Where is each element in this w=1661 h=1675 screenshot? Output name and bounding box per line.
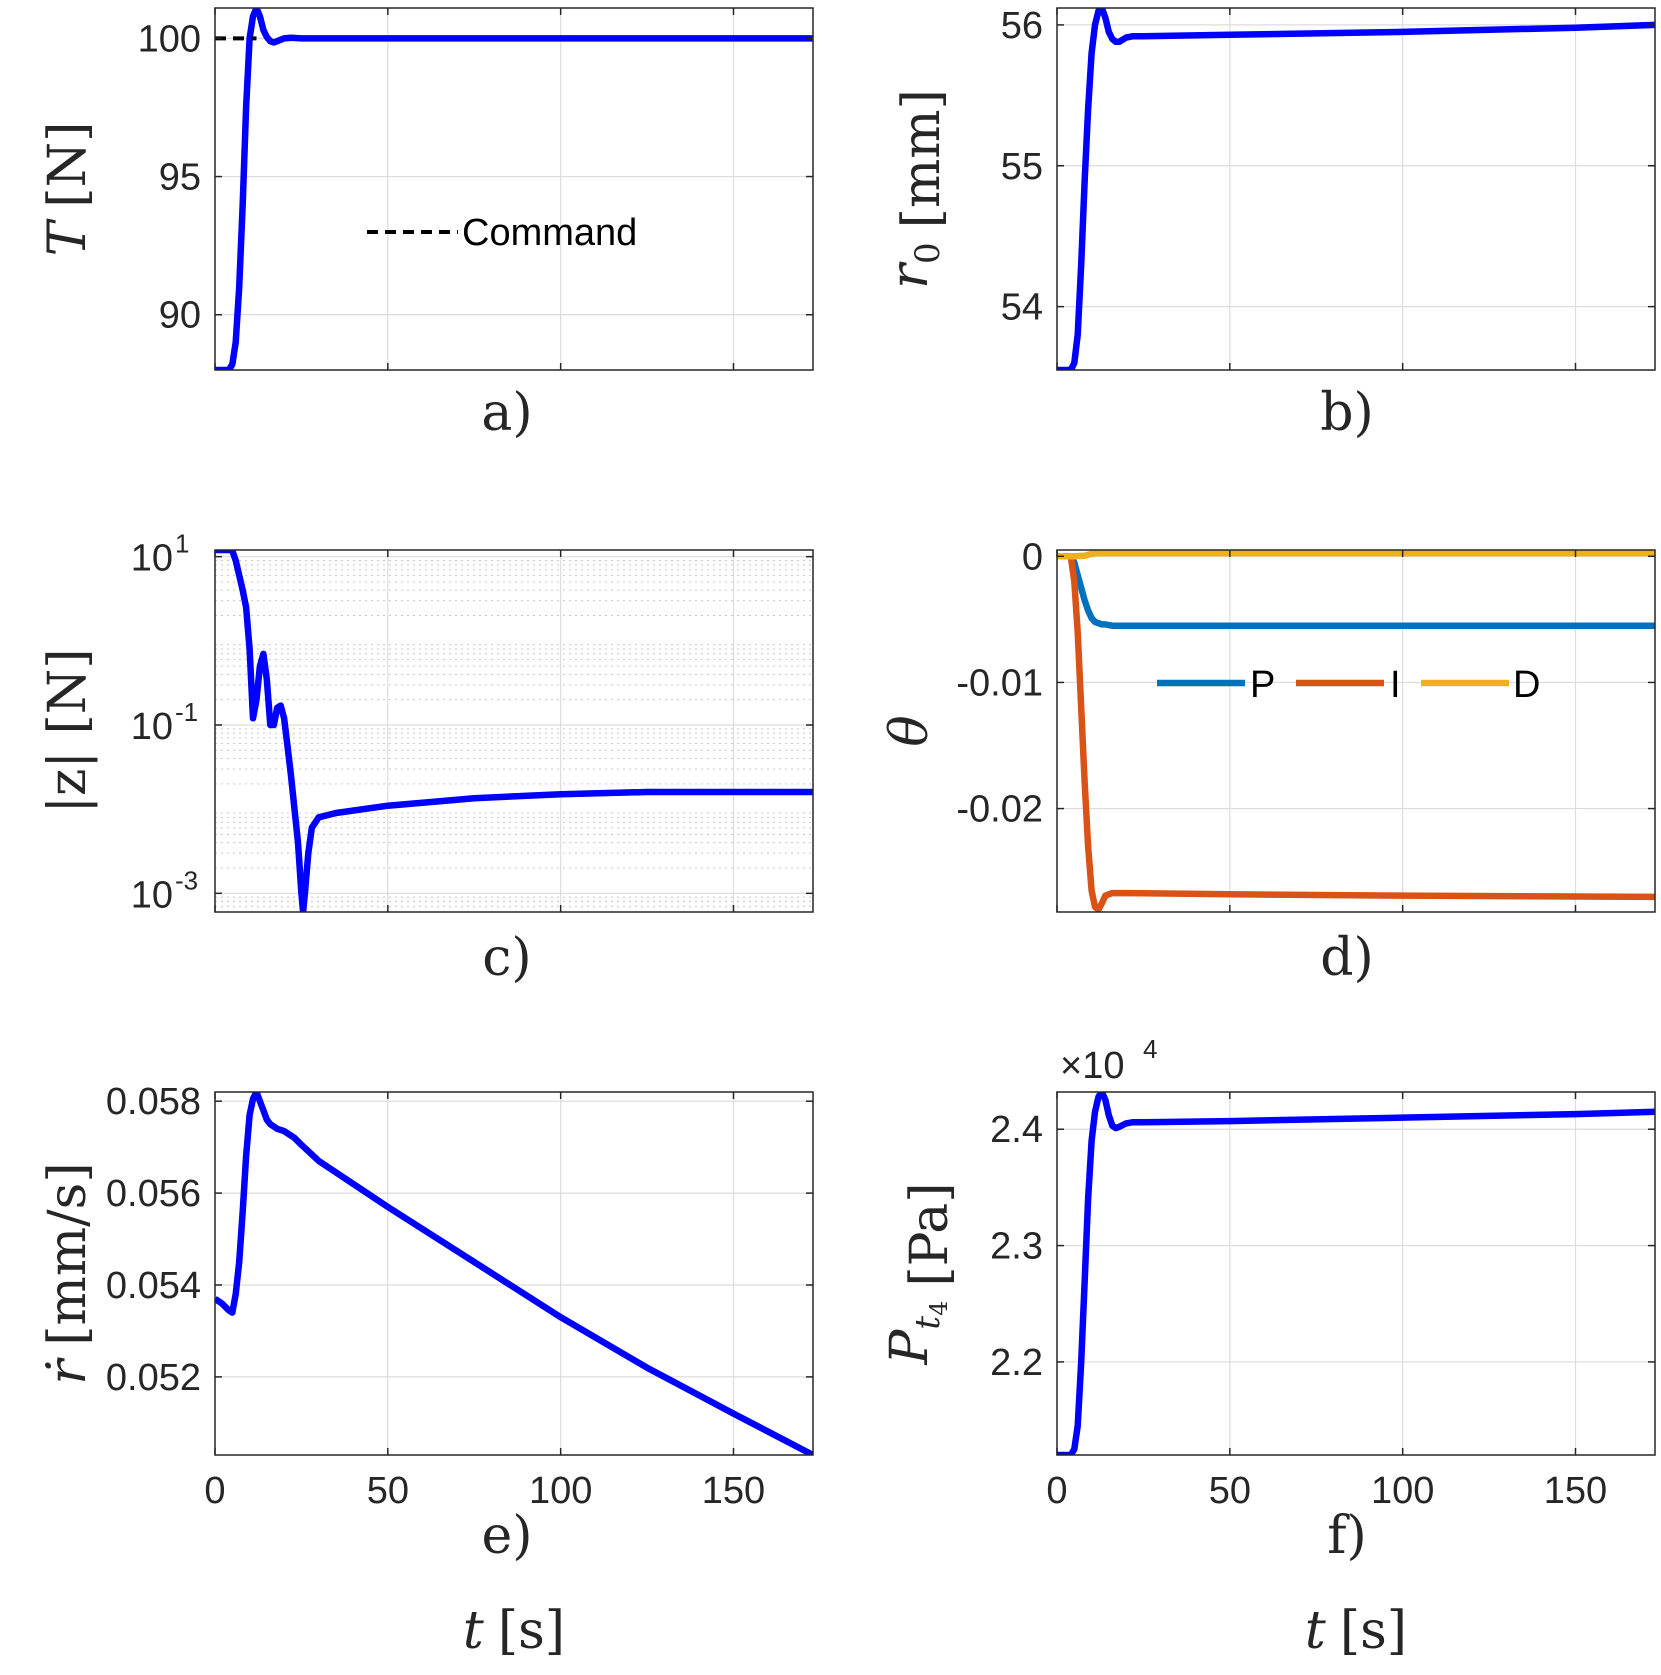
y-axis-label-text: θ <box>880 715 940 746</box>
panel-d: -0.02 -0.01 0 θ d) <box>880 536 1656 988</box>
y-tick-label: 95 <box>159 157 201 199</box>
xlabel-symbol: t <box>463 1601 484 1661</box>
plot-frame <box>214 1091 814 1456</box>
y-tick-exponent: 1 <box>175 529 189 559</box>
panel-caption: b) <box>1320 383 1374 443</box>
series-line-T <box>215 8 813 370</box>
ylabel-symbol: r <box>880 261 940 289</box>
y-tick-label: 2.3 <box>990 1226 1043 1268</box>
x-tick-label: 100 <box>1371 1470 1434 1512</box>
y-tick-label: 56 <box>1001 5 1043 47</box>
y-axis-label: T [N] <box>38 122 98 257</box>
plot-frame <box>214 7 814 371</box>
ylabel-unit: [N] <box>38 122 98 208</box>
x-tick-label: 150 <box>702 1470 765 1512</box>
ylabel-subscript: 0 <box>908 242 948 264</box>
y-tick-label: 0 <box>1022 536 1043 578</box>
y-tick-label: 100 <box>138 18 201 60</box>
y-tick-label: -0.01 <box>956 662 1043 704</box>
panel-c: 10-310-110 1|z| [N]c) <box>38 529 814 988</box>
y-tick-exponent: -3 <box>175 865 198 895</box>
series-line-D <box>1057 550 1655 560</box>
y-axis-label: |z| [N] <box>38 648 98 813</box>
y-axis-label: Pt4 [Pa] <box>880 1182 960 1365</box>
panel-caption: c) <box>482 928 531 988</box>
x-tick-label: 100 <box>529 1470 592 1512</box>
panel-caption: e) <box>481 1506 532 1566</box>
series-line-|z| <box>215 550 813 912</box>
y-tick-label: 0.052 <box>106 1357 201 1399</box>
panel-caption: a) <box>481 383 532 443</box>
legend-a: Command <box>367 212 637 254</box>
y-tick-label: 90 <box>159 295 201 337</box>
ylabel-symbol: T <box>38 218 98 256</box>
plot-frame <box>1056 1091 1656 1456</box>
series-line-I <box>1057 553 1655 912</box>
series-line-P <box>1057 553 1655 629</box>
legend-label-command: Command <box>462 212 637 254</box>
y-multiplier: ×10 <box>1060 1045 1124 1087</box>
y-axis-label-text: r0 [mm] <box>880 89 952 289</box>
y-axis-label: r0 [mm] <box>880 89 952 289</box>
x-tick-label: 50 <box>1209 1470 1251 1512</box>
ylabel-unit: [Pa] <box>900 1182 960 1286</box>
y-tick-label: 0.054 <box>106 1265 201 1307</box>
y-tick-label: -0.02 <box>956 789 1043 831</box>
ylabel-unit: [mm] <box>892 89 952 228</box>
ylabel-symbol: θ <box>880 715 940 746</box>
y-axis-label: ṙ [mm/s] <box>38 1162 98 1384</box>
xlabel-symbol: t <box>1305 1601 1326 1661</box>
series-line-Pt4 <box>1057 1092 1655 1455</box>
series-line-r0 <box>1057 8 1655 370</box>
ylabel-symbol: ṙ <box>38 1357 98 1385</box>
legend-label-I: I <box>1390 664 1401 706</box>
y-axis-label-text: Pt4 [Pa] <box>880 1182 960 1365</box>
x-axis-label: t [s] <box>463 1601 565 1661</box>
ylabel-subsubscript: 4 <box>925 1301 953 1316</box>
y-axis-label: θ <box>880 715 940 746</box>
xlabel-unit: [s] <box>1340 1601 1407 1661</box>
y-tick-label: 55 <box>1001 146 1043 188</box>
panel-caption: f) <box>1327 1506 1367 1566</box>
x-axis-label: t [s] <box>1305 1601 1407 1661</box>
x-tick-label: 50 <box>367 1470 409 1512</box>
legend-label-P: P <box>1250 664 1275 706</box>
panel-b: 54 55 56 r0 [mm] b) <box>880 5 1656 443</box>
legend-label-D: D <box>1513 664 1540 706</box>
plot-frame <box>214 549 814 913</box>
y-tick-label: 10 <box>131 706 173 748</box>
plot-frame <box>1056 7 1656 371</box>
y-tick-exponent: -1 <box>175 697 198 727</box>
panel-e: 0.052 0.054 0.056 0.058 0 50 100 150 ṙ [mm/s] e) t[… <box>38 1081 814 1661</box>
y-axis-label-text: |z| [N] <box>38 648 98 813</box>
y-tick-label: 0.056 <box>106 1173 201 1215</box>
y-tick-label: 54 <box>1001 287 1043 329</box>
series-line-rdot <box>215 1092 813 1455</box>
y-axis-label-text: ṙ [mm/s] <box>38 1162 98 1384</box>
ylabel-subscript: t <box>908 1316 948 1330</box>
y-tick-label: 2.4 <box>990 1109 1043 1151</box>
y-tick-label: 10 <box>131 874 173 916</box>
y-multiplier-exponent: 4 <box>1143 1034 1157 1064</box>
x-tick-label: 150 <box>1544 1470 1607 1512</box>
plot-frame <box>1056 549 1656 913</box>
panel-caption: d) <box>1320 928 1374 988</box>
y-tick-label: 0.058 <box>106 1081 201 1123</box>
y-tick-label: 2.2 <box>990 1342 1043 1384</box>
x-tick-label: 0 <box>204 1470 225 1512</box>
ylabel-unit: [mm/s] <box>38 1162 98 1345</box>
x-tick-label: 0 <box>1046 1470 1067 1512</box>
ylabel-symbol: P <box>880 1329 940 1366</box>
y-tick-label: 10 <box>131 538 173 580</box>
y-axis-label-text: T [N] <box>38 122 98 257</box>
xlabel-unit: [s] <box>498 1601 565 1661</box>
panel-a: 90 95 100 T [N] a) <box>38 7 814 443</box>
ylabel-text: |z| [N] <box>38 648 98 813</box>
